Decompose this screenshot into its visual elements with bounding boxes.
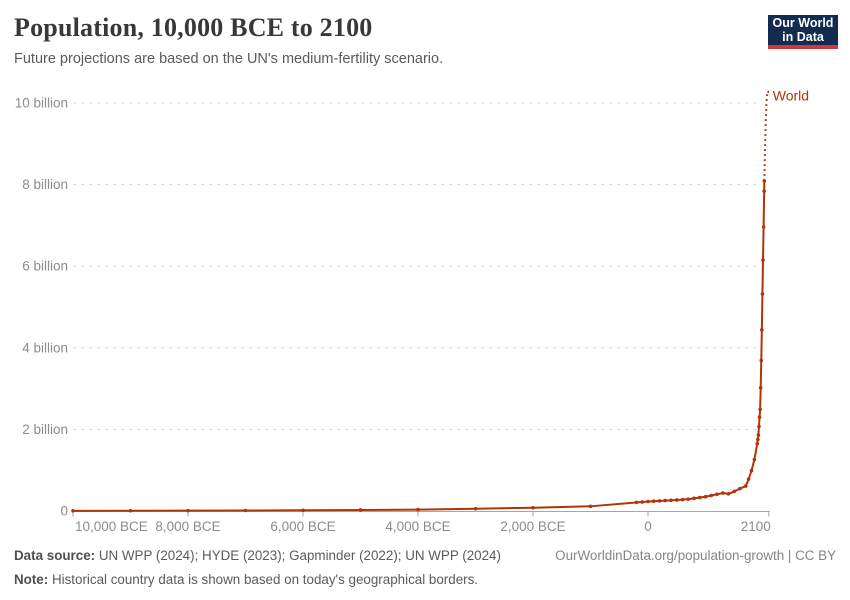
credit-link[interactable]: OurWorldinData.org/population-growth | C…: [555, 548, 836, 563]
x-tick-label: 2100: [741, 519, 771, 534]
x-tick-label: 4,000 BCE: [385, 519, 450, 534]
data-point[interactable]: [358, 508, 363, 512]
data-point[interactable]: [715, 492, 719, 497]
data-point[interactable]: [762, 189, 766, 193]
data-point[interactable]: [634, 500, 639, 505]
y-tick-label: 8 billion: [22, 177, 68, 192]
owid-logo-line2: in Data: [782, 30, 824, 44]
data-point[interactable]: [758, 407, 762, 412]
y-tick-label: 10 billion: [15, 96, 68, 111]
data-point[interactable]: [686, 497, 691, 501]
x-tick-label: 2,000 BCE: [500, 519, 565, 534]
data-point[interactable]: [760, 292, 765, 296]
x-tick-label: 8,000 BCE: [155, 519, 220, 534]
data-point[interactable]: [703, 494, 708, 499]
data-source-line: Data source: UN WPP (2024); HYDE (2023);…: [14, 544, 501, 568]
data-point[interactable]: [720, 491, 725, 495]
data-point[interactable]: [473, 506, 478, 511]
gridlines: [73, 102, 760, 430]
data-point[interactable]: [709, 493, 714, 498]
data-point[interactable]: [657, 499, 662, 503]
owid-logo[interactable]: Our World in Data: [768, 15, 838, 49]
chart-labels: 0 2 billion 4 billion 6 billion 8 billion 10 …: [15, 88, 809, 534]
data-point[interactable]: [760, 328, 764, 332]
axes: [72, 511, 770, 517]
data-point[interactable]: [680, 497, 685, 502]
data-point[interactable]: [301, 508, 305, 513]
page-title: Population, 10,000 BCE to 2100: [14, 13, 373, 42]
data-point[interactable]: [761, 258, 765, 262]
data-point[interactable]: [416, 507, 420, 512]
data-point[interactable]: [651, 499, 656, 504]
data-point[interactable]: [738, 486, 742, 491]
data-point[interactable]: [588, 504, 593, 509]
series[interactable]: [71, 90, 770, 513]
chart-footer: Data source: UN WPP (2024); HYDE (2023);…: [14, 544, 836, 592]
note-text: Historical country data is shown based o…: [48, 572, 479, 587]
chart-subtitle: Future projections are based on the UN's…: [14, 51, 444, 67]
data-source-label: Data source:: [14, 548, 96, 563]
data-point[interactable]: [669, 498, 673, 503]
data-point[interactable]: [746, 477, 751, 481]
data-point[interactable]: [759, 358, 764, 363]
data-point[interactable]: [755, 441, 760, 446]
data-point[interactable]: [663, 498, 668, 503]
y-tick-label: 2 billion: [22, 422, 68, 437]
data-point[interactable]: [697, 495, 702, 500]
data-point[interactable]: [752, 457, 757, 462]
data-point[interactable]: [749, 468, 754, 473]
x-tick-label: 10,000 BCE: [75, 519, 148, 534]
data-point[interactable]: [71, 509, 75, 513]
data-point[interactable]: [640, 500, 645, 504]
note-line: Note: Historical country data is shown b…: [14, 572, 478, 587]
data-point[interactable]: [186, 508, 190, 513]
data-point[interactable]: [758, 385, 763, 390]
x-tick-label: 0: [644, 519, 652, 534]
y-tick-label: 0: [60, 504, 68, 519]
x-tick-label: 6,000 BCE: [270, 519, 335, 534]
data-point[interactable]: [726, 492, 731, 496]
data-point[interactable]: [756, 437, 760, 442]
data-point[interactable]: [646, 499, 650, 504]
owid-logo-line1: Our World: [772, 16, 834, 30]
data-point[interactable]: [756, 433, 761, 437]
data-point[interactable]: [531, 505, 535, 510]
data-point[interactable]: [674, 498, 679, 502]
data-point[interactable]: [757, 424, 761, 429]
data-point[interactable]: [757, 415, 762, 419]
data-point[interactable]: [743, 484, 748, 488]
series-line-projection[interactable]: [763, 90, 770, 181]
data-point[interactable]: [732, 489, 737, 494]
y-tick-label: 4 billion: [22, 340, 68, 355]
series-label-world[interactable]: World: [773, 88, 809, 104]
data-point[interactable]: [692, 496, 696, 501]
data-point[interactable]: [128, 508, 133, 513]
data-source-text: UN WPP (2024); HYDE (2023); Gapminder (2…: [95, 548, 501, 563]
data-point[interactable]: [243, 508, 248, 513]
chart-header: Population, 10,000 BCE to 2100 Future pr…: [14, 12, 754, 68]
note-label: Note:: [14, 572, 49, 587]
series-line-historical[interactable]: [72, 180, 766, 512]
data-point[interactable]: [761, 225, 766, 229]
y-tick-label: 6 billion: [22, 259, 68, 274]
